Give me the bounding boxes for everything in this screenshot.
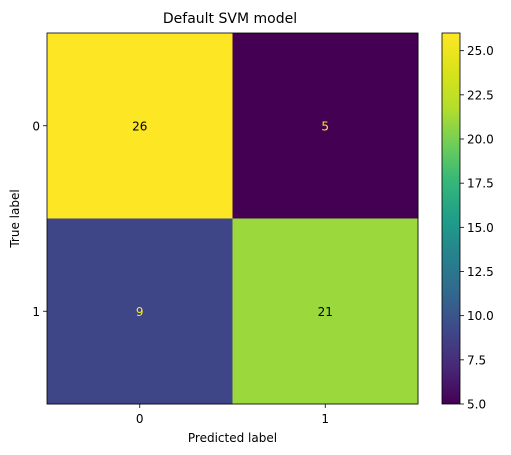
colorbar-tick-label: 20.0 bbox=[467, 133, 494, 147]
colorbar-tick-label: 7.5 bbox=[467, 353, 486, 367]
cell-value-1-0: 9 bbox=[136, 305, 144, 319]
heatmap-cell-0-1 bbox=[232, 33, 419, 219]
colorbar-tick-label: 12.5 bbox=[467, 265, 494, 279]
x-tick-label: 0 bbox=[136, 412, 144, 426]
colorbar-tick-label: 17.5 bbox=[467, 177, 494, 191]
cell-value-1-1: 21 bbox=[318, 305, 333, 319]
colorbar bbox=[441, 32, 461, 405]
colorbar-tick-label: 15.0 bbox=[467, 221, 494, 235]
heatmap-cell-1-0 bbox=[47, 218, 233, 405]
heatmap-cell-labels: 26 5 9 21 bbox=[132, 119, 333, 319]
y-tick-label: 0 bbox=[32, 119, 40, 133]
x-axis-label: Predicted label bbox=[188, 431, 277, 445]
heatmap-cells bbox=[47, 33, 419, 405]
colorbar-tick-label: 10.0 bbox=[467, 309, 494, 323]
cell-value-0-1: 5 bbox=[321, 119, 329, 133]
heatmap-cell-1-1 bbox=[232, 218, 419, 405]
colorbar-ticks: 5.0 7.5 10.0 12.5 15.0 17.5 20.0 22.5 25.0 bbox=[460, 44, 494, 412]
colorbar-tick-label: 22.5 bbox=[467, 88, 494, 102]
x-tick-label: 1 bbox=[321, 412, 329, 426]
y-tick-label: 1 bbox=[32, 305, 40, 319]
y-axis-ticks: 01 bbox=[32, 119, 47, 319]
plot-frame bbox=[46, 32, 419, 405]
y-axis-label: True label bbox=[8, 189, 22, 248]
chart-title: Default SVM model bbox=[163, 11, 297, 27]
cell-value-0-0: 26 bbox=[132, 119, 147, 133]
heatmap-cell-0-0 bbox=[47, 33, 233, 219]
colorbar-tick-label: 5.0 bbox=[467, 398, 486, 412]
colorbar-tick-label: 25.0 bbox=[467, 44, 494, 58]
